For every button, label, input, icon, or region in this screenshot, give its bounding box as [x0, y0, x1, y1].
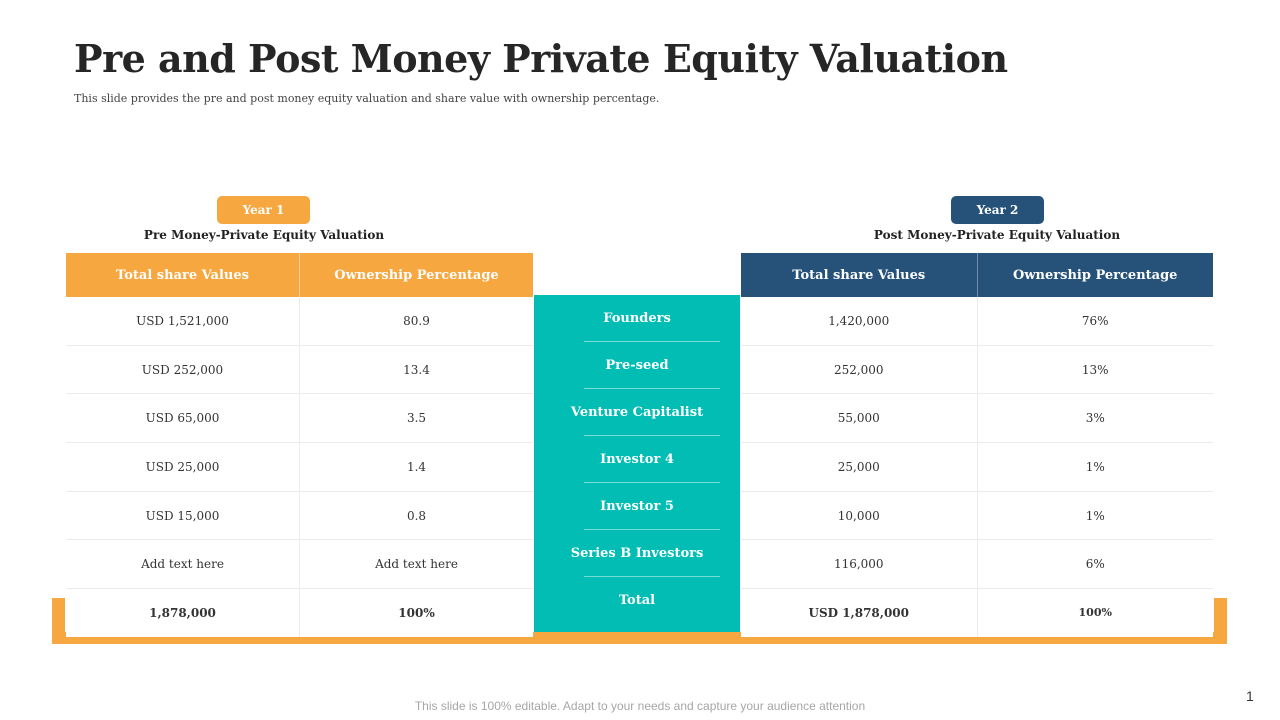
- table-row: USD 252,000 13.4: [66, 345, 533, 395]
- pre-table-header: Total share Values Ownership Percentage: [66, 253, 533, 297]
- year2-badge: Year 2: [951, 196, 1044, 224]
- pre-share-value: Add text here: [66, 540, 300, 589]
- pre-header-ownership: Ownership Percentage: [300, 253, 533, 297]
- post-share-value: 55,000: [741, 394, 978, 443]
- category-column: Founders Pre-seed Venture Capitalist Inv…: [534, 295, 740, 632]
- table-row: 252,000 13%: [741, 345, 1213, 395]
- post-table-header: Total share Values Ownership Percentage: [741, 253, 1213, 297]
- category-label: Venture Capitalist: [534, 389, 740, 436]
- post-share-value: 116,000: [741, 540, 978, 589]
- pre-ownership: Add text here: [375, 557, 458, 572]
- pre-share-value: USD 65,000: [66, 394, 300, 443]
- post-ownership: 1%: [1085, 459, 1105, 474]
- table-row: 116,000 6%: [741, 540, 1213, 590]
- post-share-value: 10,000: [741, 491, 978, 540]
- table-row: USD 25,000 1.4: [66, 443, 533, 492]
- table-row: 55,000 3%: [741, 394, 1213, 444]
- pre-money-label: Pre Money-Private Equity Valuation: [143, 228, 385, 242]
- post-share-value-total: USD 1,878,000: [741, 589, 978, 637]
- table-row: 1,420,000 76%: [741, 297, 1213, 346]
- post-ownership: 6%: [1085, 557, 1105, 572]
- category-label: Series B Investors: [534, 530, 740, 577]
- pre-share-value: USD 1,521,000: [66, 297, 300, 345]
- category-label: Investor 5: [534, 483, 740, 530]
- post-header-ownership: Ownership Percentage: [977, 253, 1213, 297]
- frame-left-bar: [52, 598, 65, 644]
- post-header-share-values: Total share Values: [741, 253, 978, 297]
- frame-right-bar: [1214, 598, 1227, 644]
- post-share-value: 252,000: [741, 345, 978, 394]
- post-ownership: 13%: [1081, 362, 1109, 377]
- footer-note: This slide is 100% editable. Adapt to yo…: [414, 699, 866, 713]
- pre-money-table: Total share Values Ownership Percentage …: [66, 253, 533, 637]
- pre-share-value: USD 25,000: [66, 443, 300, 491]
- pre-ownership-total: 100%: [398, 605, 435, 620]
- table-row: USD 15,000 0.8: [66, 491, 533, 541]
- table-row: 10,000 1%: [741, 491, 1213, 541]
- pre-share-value: USD 252,000: [66, 345, 300, 394]
- category-label-total: Total: [618, 593, 656, 608]
- category-label: Pre-seed: [534, 342, 740, 389]
- post-share-value: 25,000: [741, 443, 978, 491]
- slide-subtitle: This slide provides the pre and post mon…: [74, 92, 660, 105]
- table-row: 25,000 1%: [741, 443, 1213, 492]
- slide-title: Pre and Post Money Private Equity Valuat…: [74, 36, 1008, 81]
- post-share-value: 1,420,000: [741, 297, 978, 345]
- pre-ownership: 0.8: [406, 508, 427, 523]
- table-row: USD 1,521,000 80.9: [66, 297, 533, 346]
- pre-ownership: 1.4: [406, 459, 427, 474]
- pre-share-value: USD 15,000: [66, 491, 300, 540]
- table-row-total: 1,878,000 100%: [66, 589, 533, 637]
- post-ownership: 1%: [1085, 508, 1105, 523]
- post-ownership-total: 100%: [1078, 606, 1112, 620]
- post-money-label: Post Money-Private Equity Valuation: [873, 228, 1121, 242]
- post-ownership: 76%: [1081, 313, 1109, 328]
- pre-share-value-total: 1,878,000: [66, 589, 300, 637]
- category-label: Founders: [534, 295, 740, 342]
- year1-badge: Year 1: [217, 196, 310, 224]
- pre-ownership: 13.4: [403, 362, 430, 377]
- pre-header-share-values: Total share Values: [66, 253, 300, 297]
- pre-ownership: 80.9: [403, 313, 430, 328]
- category-label: Investor 4: [534, 436, 740, 483]
- post-ownership: 3%: [1085, 411, 1105, 426]
- page-number: 1: [1246, 688, 1254, 704]
- post-money-table: Total share Values Ownership Percentage …: [741, 253, 1213, 637]
- table-row: USD 65,000 3.5: [66, 394, 533, 444]
- pre-ownership: 3.5: [406, 411, 427, 426]
- table-row-total: USD 1,878,000 100%: [741, 589, 1213, 637]
- table-row: Add text here Add text here: [66, 540, 533, 590]
